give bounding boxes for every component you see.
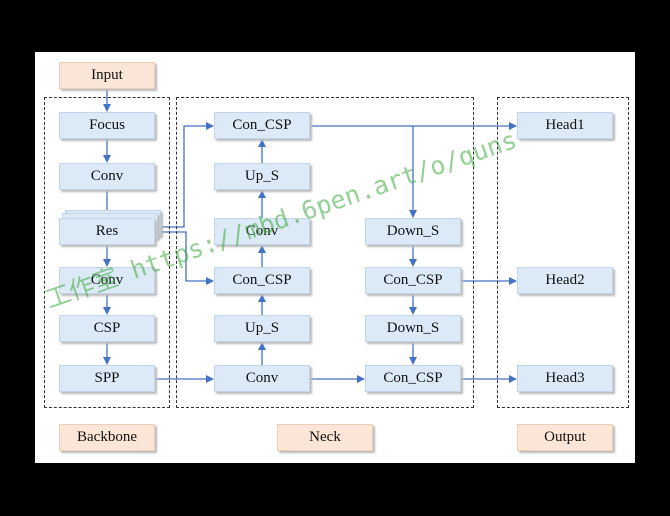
head3-box: Head3 xyxy=(517,365,613,392)
backbone-conv-box: Conv xyxy=(59,163,155,190)
csp-box: CSP xyxy=(59,315,155,342)
neck-con-csp-top: Con_CSP xyxy=(214,112,310,139)
neck-con-csp-right: Con_CSP xyxy=(365,267,461,294)
neck-label: Neck xyxy=(277,424,373,451)
focus-box: Focus xyxy=(59,112,155,139)
neck-con-csp-mid: Con_CSP xyxy=(214,267,310,294)
head2-box: Head2 xyxy=(517,267,613,294)
neck-group xyxy=(176,97,474,408)
head1-box: Head1 xyxy=(517,112,613,139)
input-box: Input xyxy=(59,62,155,89)
backbone-label: Backbone xyxy=(59,424,155,451)
neck-down-s-bottom: Down_S xyxy=(365,315,461,342)
output-group xyxy=(497,97,629,408)
neck-up-s-top: Up_S xyxy=(214,163,310,190)
neck-up-s-bottom: Up_S xyxy=(214,315,310,342)
neck-conv-bottom: Conv xyxy=(214,365,310,392)
spp-box: SPP xyxy=(59,365,155,392)
neck-con-csp-bottom: Con_CSP xyxy=(365,365,461,392)
neck-down-s-top: Down_S xyxy=(365,218,461,245)
neck-conv-mid: Conv xyxy=(214,218,310,245)
backbone-group xyxy=(44,97,170,408)
res-box: Res xyxy=(59,218,155,245)
backbone-conv2-box: Conv xyxy=(59,267,155,294)
output-label: Output xyxy=(517,424,613,451)
res-to-con-csp-mid-arrow xyxy=(155,231,214,285)
